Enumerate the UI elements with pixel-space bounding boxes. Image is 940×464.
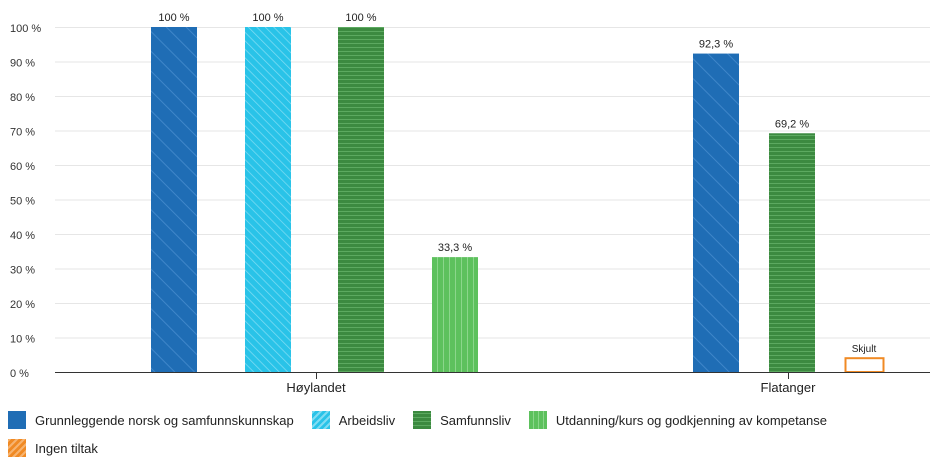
y-tick-label-100: 100 % xyxy=(10,23,41,35)
data-label-hoylandet-arbeidsliv: 100 % xyxy=(252,12,283,24)
bar-chart: 100 % 100 % 100 %33,3 %92,3 %69,2 %Skjult … xyxy=(10,12,930,395)
legend-swatch-ingen-tiltak xyxy=(8,439,26,457)
legend-label-samfunnsliv: Samfunnsliv xyxy=(440,412,511,428)
y-tick-label-20: 20 % xyxy=(10,299,35,311)
y-tick-label-90: 90 % xyxy=(10,58,35,70)
y-tick-label-0: 0 % xyxy=(10,368,29,380)
bar-hoylandet-grunnleggende[interactable] xyxy=(151,27,197,372)
chart-legend: Grunnleggende norsk og samfunnskunnskap … xyxy=(8,408,938,464)
legend-swatch-utdanning xyxy=(528,411,547,429)
y-tick-label-60: 60 % xyxy=(10,161,35,173)
legend-label-ingen-tiltak: Ingen tiltak xyxy=(35,440,98,456)
y-tick-label-70: 70 % xyxy=(10,127,35,139)
legend-item-arbeidsliv[interactable]: Arbeidsliv xyxy=(311,411,396,429)
y-tick-label-30: 30 % xyxy=(10,265,35,277)
legend-row-2: Ingen tiltak xyxy=(8,436,938,460)
legend-swatch-grunnleggende xyxy=(8,411,26,429)
data-label-hoylandet-grunnleggende: 100 % xyxy=(158,12,189,24)
bar-hoylandet-utdanning[interactable] xyxy=(432,257,478,372)
x-tick-label-hoylandet: Høylandet xyxy=(286,380,346,395)
bar-flatanger-grunnleggende[interactable] xyxy=(693,53,739,372)
data-label-hoylandet-utdanning: 33,3 % xyxy=(438,242,472,254)
legend-item-grunnleggende[interactable]: Grunnleggende norsk og samfunnskunnskap xyxy=(8,411,294,429)
bar-hoylandet-arbeidsliv[interactable] xyxy=(245,27,291,372)
data-label-flatanger-ingen-tiltak: Skjult xyxy=(852,344,877,355)
data-label-hoylandet-samfunnsliv: 100 % xyxy=(345,12,376,24)
data-label-flatanger-samfunnsliv: 69,2 % xyxy=(775,118,809,130)
legend-label-utdanning: Utdanning/kurs og godkjenning av kompeta… xyxy=(555,412,827,428)
y-tick-label-80: 80 % xyxy=(10,92,35,104)
data-label-flatanger-grunnleggende: 92,3 % xyxy=(699,39,733,51)
legend-label-grunnleggende: Grunnleggende norsk og samfunnskunnskap xyxy=(35,412,294,428)
legend-label-arbeidsliv: Arbeidsliv xyxy=(338,412,396,428)
bar-flatanger-ingen-tiltak[interactable] xyxy=(844,357,885,374)
legend-swatch-samfunnsliv xyxy=(413,411,432,429)
y-tick-label-10: 10 % xyxy=(10,334,35,346)
legend-swatch-arbeidsliv xyxy=(311,411,330,429)
legend-item-ingen-tiltak[interactable]: Ingen tiltak xyxy=(8,439,98,457)
y-tick-label-50: 50 % xyxy=(10,196,35,208)
y-tick-label-40: 40 % xyxy=(10,230,35,242)
legend-row-1: Grunnleggende norsk og samfunnskunnskap … xyxy=(8,408,938,432)
bar-hoylandet-samfunnsliv[interactable] xyxy=(338,27,384,372)
legend-item-samfunnsliv[interactable]: Samfunnsliv xyxy=(413,411,511,429)
x-tick-label-flatanger: Flatanger xyxy=(761,380,817,395)
legend-item-utdanning[interactable]: Utdanning/kurs og godkjenning av kompeta… xyxy=(528,411,827,429)
bar-flatanger-samfunnsliv[interactable] xyxy=(769,133,815,372)
